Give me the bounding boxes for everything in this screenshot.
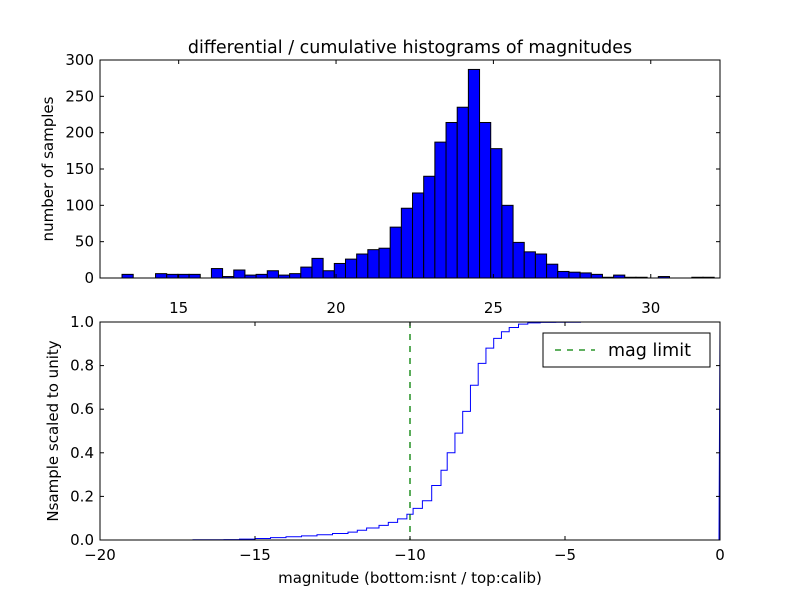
histogram-bar bbox=[356, 253, 369, 279]
histogram-x-ticks: 15 20 25 30 bbox=[169, 60, 660, 317]
cumulative-y-ticks: 0.0 0.2 0.4 0.6 0.8 1.0 bbox=[70, 313, 720, 549]
histogram-bar bbox=[412, 192, 425, 279]
histogram-bar bbox=[512, 241, 525, 279]
cumulative-x-tick-label: −15 bbox=[239, 546, 271, 564]
cumulative-x-tick-label: 0 bbox=[715, 546, 725, 564]
histogram-bar bbox=[322, 270, 335, 279]
histogram-x-tick-label: 15 bbox=[169, 299, 188, 317]
histogram-bar bbox=[300, 266, 313, 279]
histogram-bar bbox=[523, 251, 536, 279]
legend-mag-limit-label: mag limit bbox=[608, 341, 691, 361]
histogram-bar bbox=[557, 270, 570, 279]
cumulative-x-tick-label: −20 bbox=[84, 546, 116, 564]
cumulative-x-axis-label: magnitude (bottom:isnt / top:calib) bbox=[278, 569, 542, 587]
histogram-y-tick-label: 250 bbox=[65, 87, 94, 105]
histogram-bar bbox=[445, 121, 458, 279]
histogram-x-tick-label: 30 bbox=[641, 299, 660, 317]
histogram-y-tick-label: 0 bbox=[84, 269, 94, 287]
cumulative-panel: −20 −15 −10 −5 0 0.0 0.2 0.4 0.6 0.8 1.0 magnitud… bbox=[44, 313, 725, 587]
histogram-bar bbox=[490, 148, 503, 279]
cumulative-y-tick-label: 0.0 bbox=[70, 531, 94, 549]
histogram-bar bbox=[467, 68, 481, 279]
histogram-bar bbox=[188, 273, 201, 279]
histogram-bar bbox=[367, 249, 380, 279]
histogram-bar bbox=[155, 273, 168, 279]
histogram-bar bbox=[255, 273, 268, 279]
cumulative-y-axis-label: Nsample scaled to unity bbox=[44, 340, 62, 521]
histogram-panel: differential / cumulative histograms of … bbox=[39, 38, 721, 317]
legend: mag limit bbox=[542, 332, 711, 368]
cumulative-x-tick-label: −5 bbox=[554, 546, 576, 564]
histogram-x-tick-label: 20 bbox=[326, 299, 345, 317]
histogram-bar bbox=[121, 273, 134, 279]
histogram-y-tick-label: 200 bbox=[65, 124, 94, 142]
histogram-bar bbox=[534, 253, 548, 279]
histogram-bar bbox=[501, 204, 514, 279]
histogram-y-tick-label: 50 bbox=[75, 233, 94, 251]
histogram-bar bbox=[344, 258, 358, 279]
histogram-bar bbox=[400, 207, 414, 279]
histogram-bar bbox=[378, 247, 391, 279]
histogram-y-tick-label: 100 bbox=[65, 196, 94, 214]
cumulative-y-tick-label: 0.6 bbox=[70, 400, 94, 418]
histogram-bar bbox=[423, 175, 436, 279]
histogram-bar bbox=[434, 141, 447, 279]
histogram-bar bbox=[177, 273, 190, 279]
cumulative-x-ticks: −20 −15 −10 −5 0 bbox=[84, 322, 725, 564]
histogram-bar bbox=[210, 268, 224, 279]
cumulative-x-tick-label: −10 bbox=[394, 546, 426, 564]
cumulative-y-tick-label: 1.0 bbox=[70, 313, 94, 331]
histogram-bar bbox=[389, 226, 402, 279]
histogram-bar bbox=[479, 121, 492, 279]
histogram-title: differential / cumulative histograms of … bbox=[188, 38, 632, 58]
histogram-bar bbox=[568, 271, 581, 279]
histogram-bar bbox=[289, 273, 302, 279]
histogram-bar bbox=[546, 263, 559, 279]
histogram-bar bbox=[456, 106, 469, 279]
histogram-y-tick-label: 300 bbox=[65, 51, 94, 69]
histogram-bar bbox=[233, 269, 246, 279]
histogram-bar bbox=[579, 272, 592, 279]
histogram-bar bbox=[166, 273, 179, 279]
histogram-y-axis-label: number of samples bbox=[39, 96, 57, 241]
histogram-bar bbox=[590, 273, 603, 279]
histogram-y-ticks: 0 50 100 150 200 250 300 bbox=[65, 51, 720, 287]
histogram-bars bbox=[121, 68, 715, 279]
histogram-bar bbox=[266, 270, 279, 279]
cumulative-step-line bbox=[131, 321, 721, 541]
histogram-bar bbox=[311, 257, 324, 279]
histogram-y-tick-label: 150 bbox=[65, 160, 94, 178]
histogram-x-tick-label: 25 bbox=[484, 299, 503, 317]
cumulative-y-tick-label: 0.4 bbox=[70, 444, 94, 462]
cumulative-y-tick-label: 0.2 bbox=[70, 487, 94, 505]
cumulative-y-tick-label: 0.8 bbox=[70, 357, 94, 375]
